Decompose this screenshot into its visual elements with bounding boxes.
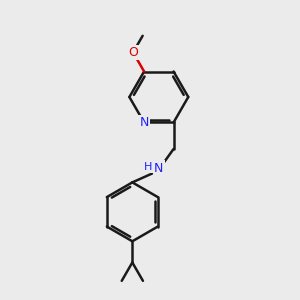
Text: H: H [144,162,153,172]
Text: O: O [128,46,138,59]
Text: N: N [154,162,164,175]
Text: N: N [140,116,149,129]
